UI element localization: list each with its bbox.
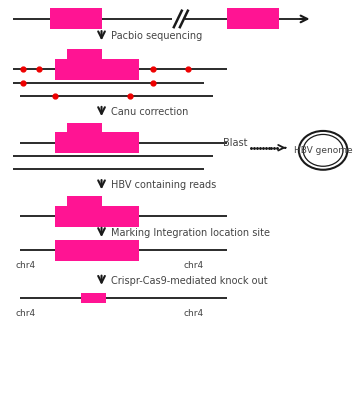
Text: chr4: chr4 [15, 261, 35, 270]
Text: HBV genome: HBV genome [294, 146, 352, 155]
Bar [66, 196, 101, 206]
Text: Pacbio sequencing: Pacbio sequencing [111, 31, 202, 41]
Bar [227, 8, 279, 29]
Text: chr4: chr4 [15, 309, 35, 318]
Bar [55, 240, 139, 261]
Text: Blast: Blast [223, 138, 247, 148]
Bar [81, 293, 106, 304]
Text: chr4: chr4 [183, 309, 203, 318]
Bar [50, 8, 101, 29]
Bar [66, 123, 101, 133]
Bar [55, 132, 139, 153]
Text: Canu correction: Canu correction [111, 107, 188, 117]
Text: HBV containing reads: HBV containing reads [111, 180, 216, 190]
Bar [66, 49, 101, 60]
Text: Crispr-Cas9-mediated knock out: Crispr-Cas9-mediated knock out [111, 276, 267, 286]
Text: Marking Integration location site: Marking Integration location site [111, 228, 270, 238]
Text: chr4: chr4 [183, 261, 203, 270]
Bar [55, 59, 139, 80]
Bar [55, 206, 139, 226]
